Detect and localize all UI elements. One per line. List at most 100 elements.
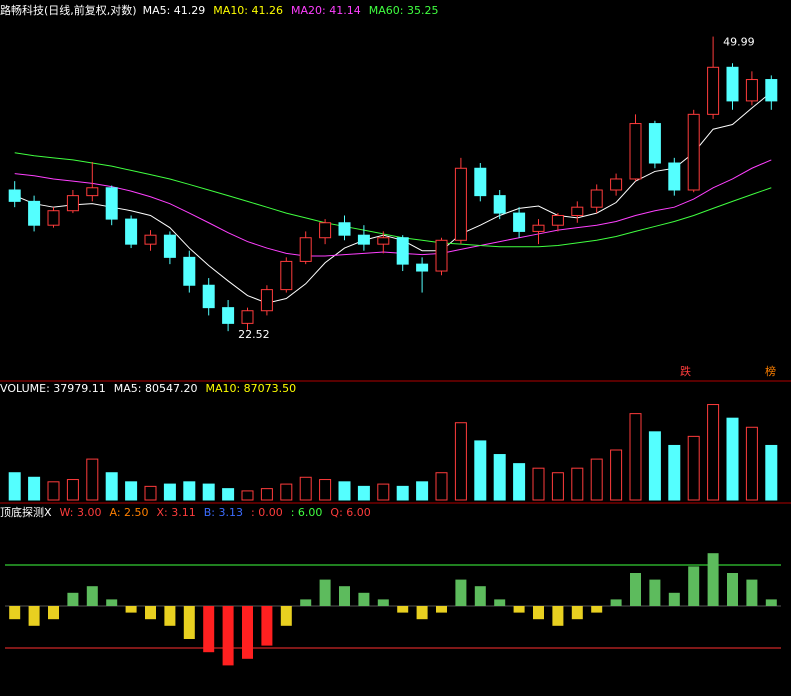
volume-bar — [66, 479, 79, 501]
candle-body — [299, 237, 312, 262]
volume-bar — [222, 488, 235, 501]
indicator-bar — [707, 553, 719, 606]
volume-bar — [8, 472, 21, 501]
indicator-bar — [67, 592, 79, 606]
candle-body — [648, 123, 661, 164]
candle-body — [493, 195, 506, 214]
candle-body — [765, 79, 778, 102]
legend-entry: MA20: 41.14 — [291, 4, 361, 17]
volume-bar — [338, 481, 351, 501]
candle-body — [551, 214, 564, 226]
volume-bar — [416, 481, 429, 501]
indicator-bar — [145, 606, 156, 620]
volume-bar — [319, 479, 332, 501]
indicator-bar — [552, 606, 564, 626]
candle-body — [726, 66, 739, 102]
indicator-bar — [474, 586, 486, 606]
indicator-bar — [416, 606, 428, 620]
indicator-bar — [533, 606, 544, 620]
volume-bar — [551, 472, 564, 501]
candle-body — [66, 195, 79, 212]
indicator-bar — [222, 606, 234, 666]
volume-bar — [726, 417, 739, 501]
candle-body — [280, 260, 293, 291]
candle-body — [435, 239, 448, 272]
candle-body — [629, 123, 642, 180]
indicator-bar — [397, 606, 409, 613]
volume-bar — [687, 435, 700, 501]
candle-body — [202, 284, 215, 309]
candle-body — [144, 234, 157, 245]
legend-entry: MA10: 87073.50 — [205, 382, 296, 395]
candle-body — [47, 210, 60, 226]
candle-body — [590, 189, 603, 208]
indicator-bar — [727, 573, 738, 606]
signal-label: 跌 — [680, 364, 691, 378]
volume-bar — [396, 485, 409, 501]
volume-bar — [474, 440, 487, 501]
candle-body — [183, 256, 196, 286]
volume-bar — [629, 413, 642, 501]
legend-entry: VOLUME: 37979.11 — [0, 382, 106, 395]
indicator-bar — [280, 606, 292, 626]
volume-bar — [745, 426, 758, 501]
volume-bar — [163, 483, 176, 501]
candle-body — [222, 307, 235, 324]
indicator-bar — [164, 606, 176, 626]
volume-bar — [280, 483, 293, 501]
volume-bar — [668, 444, 681, 501]
volume-bar — [513, 463, 526, 501]
indicator-bar — [668, 592, 680, 606]
legend-entry: : 6.00 — [291, 506, 323, 519]
ma-line — [14, 91, 772, 304]
candle-body — [319, 222, 332, 239]
indicator-bar — [319, 579, 331, 606]
indicator-bar — [630, 573, 641, 606]
volume-bar — [241, 490, 254, 501]
volume-bar — [202, 483, 215, 501]
chart-title: 路畅科技(日线,前复权,对数) — [0, 3, 137, 17]
candle-body — [610, 178, 623, 191]
volume-bar — [493, 454, 506, 501]
candle-body — [416, 263, 429, 272]
indicator-bar — [106, 599, 118, 606]
legend-entry: A: 2.50 — [109, 506, 148, 519]
indicator-bar — [203, 606, 215, 653]
low-annotation: 22.52 — [238, 328, 270, 341]
candle-body — [86, 187, 99, 197]
legend-entry: MA5: 80547.20 — [114, 382, 198, 395]
indicator-bar — [377, 599, 389, 606]
legend-entry: MA5: 41.29 — [143, 4, 206, 17]
volume-bar — [183, 481, 196, 501]
indicator-bar — [765, 599, 777, 606]
indicator-bar — [28, 606, 40, 626]
legend-entry: W: 3.00 — [60, 506, 102, 519]
high-annotation: 49.99 — [723, 36, 755, 49]
volume-bar — [454, 422, 467, 501]
indicator-bar — [436, 606, 447, 613]
volume-bar — [47, 481, 60, 501]
indicator-bar — [261, 606, 273, 646]
candle-body — [125, 218, 138, 245]
volume-bar — [357, 485, 370, 501]
candle-body — [8, 189, 21, 202]
candle-body — [241, 310, 254, 324]
candle-body — [668, 162, 681, 191]
indicator-bar — [455, 579, 467, 606]
candle-body — [163, 234, 176, 258]
candle-body — [396, 237, 409, 265]
indicator-bar — [242, 606, 253, 659]
candle-body — [707, 66, 720, 115]
indicator-bar — [746, 579, 758, 606]
legend-entry: X: 3.11 — [157, 506, 196, 519]
candle-body — [377, 237, 390, 245]
legend-entry: B: 3.13 — [204, 506, 243, 519]
indicator-bar — [591, 606, 603, 613]
indicator-bar — [571, 606, 583, 620]
legend-entry: Q: 6.00 — [330, 506, 370, 519]
volume-bar — [765, 444, 778, 501]
ma-line — [14, 152, 772, 248]
volume-bar — [105, 472, 118, 501]
indicator-bar — [339, 586, 350, 606]
